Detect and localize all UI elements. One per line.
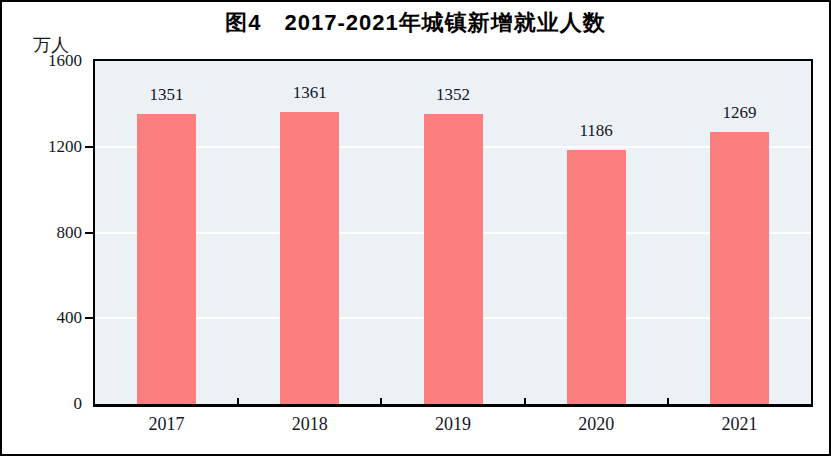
bar [280, 112, 339, 404]
bar [710, 132, 769, 404]
plot-inner: 1351 1361 1352 1186 1269 [95, 61, 811, 404]
y-axis-tick [85, 146, 93, 148]
y-tick-label: 0 [10, 394, 82, 414]
x-category-label: 2017 [149, 414, 185, 435]
bar-value-label: 1351 [150, 85, 184, 105]
x-axis-tick [524, 398, 526, 404]
y-axis-tick [85, 317, 93, 319]
bar-value-label: 1361 [293, 83, 327, 103]
y-tick-label: 400 [10, 308, 82, 328]
x-category-label: 2020 [578, 414, 614, 435]
x-category-label: 2021 [721, 414, 757, 435]
y-axis-tick [85, 232, 93, 234]
bar-value-label: 1186 [580, 121, 613, 141]
bar [137, 114, 196, 404]
chart-title: 图4 2017-2021年城镇新增就业人数 [2, 8, 829, 38]
bar [567, 150, 626, 404]
y-tick-label: 1600 [10, 51, 82, 71]
x-axis-tick [667, 398, 669, 404]
bar-value-label: 1352 [436, 85, 470, 105]
employment-bar-chart-figure: 图4 2017-2021年城镇新增就业人数 万人 135113611352118… [0, 0, 831, 456]
y-tick-label: 1200 [10, 137, 82, 157]
plot-area: 1351 1361 1352 1186 1269 [93, 59, 813, 407]
x-axis-tick [237, 398, 239, 404]
x-category-label: 2019 [435, 414, 471, 435]
bar [424, 114, 483, 404]
y-tick-label: 800 [10, 223, 82, 243]
bar-value-label: 1269 [722, 103, 756, 123]
x-category-label: 2018 [292, 414, 328, 435]
x-axis-tick [380, 398, 382, 404]
